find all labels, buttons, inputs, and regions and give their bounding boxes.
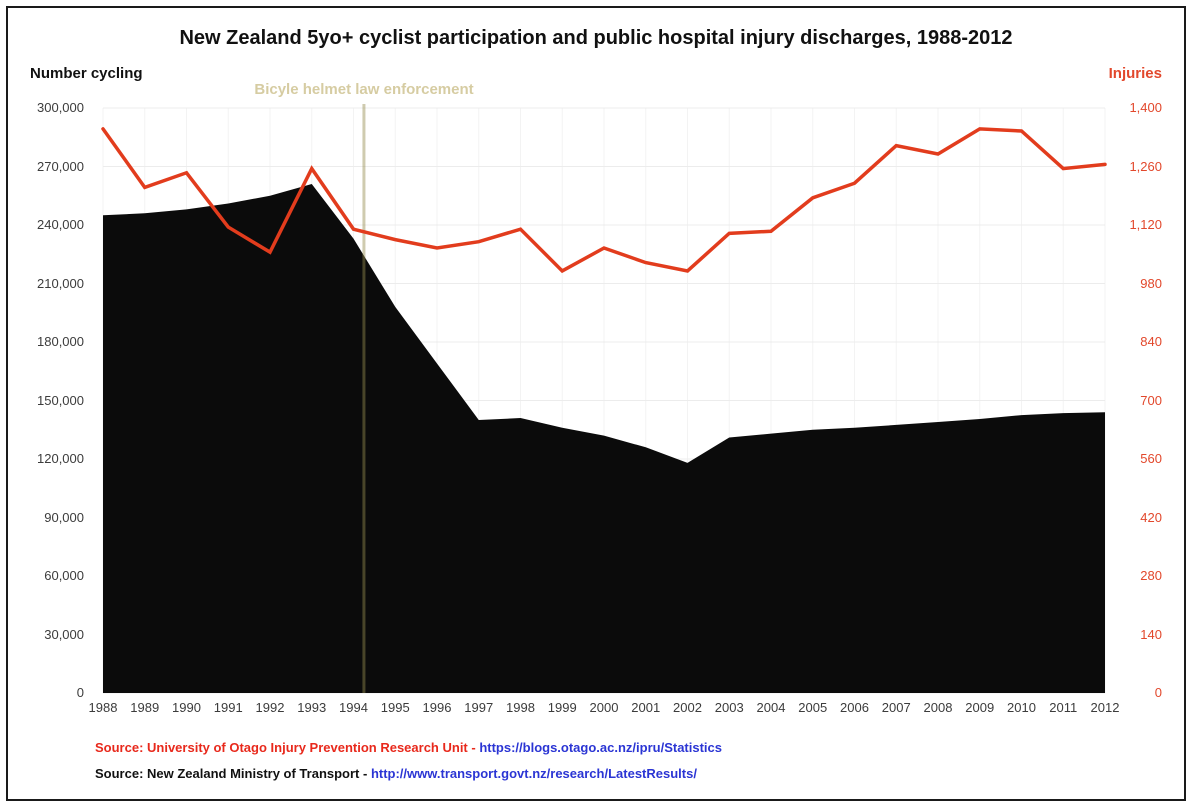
x-tick-label: 2000 [589, 700, 619, 715]
source-otago-link[interactable]: https://blogs.otago.ac.nz/ipru/Statistic… [479, 740, 722, 755]
x-tick-label: 2002 [673, 700, 702, 715]
x-tick-label: 2006 [840, 700, 869, 715]
x-tick-label: 2012 [1090, 700, 1120, 715]
left-tick-label: 30,000 [44, 626, 84, 642]
x-tick-label: 2010 [1007, 700, 1036, 715]
cycling-area-series [103, 184, 1105, 694]
x-tick-label: 1991 [213, 700, 243, 715]
left-tick-label: 90,000 [44, 509, 84, 525]
source-transport-text: Source: New Zealand Ministry of Transpor… [95, 766, 371, 781]
x-tick-label: 2008 [923, 700, 953, 715]
right-tick-label: 560 [1140, 451, 1162, 466]
right-tick-label: 1,120 [1129, 217, 1162, 232]
right-tick-label: 1,260 [1129, 158, 1162, 174]
right-tick-label: 0 [1154, 685, 1162, 700]
right-tick-label: 140 [1140, 626, 1162, 642]
right-axis-label: Injuries [1108, 65, 1162, 82]
right-tick-label: 280 [1140, 568, 1162, 583]
x-tick-label: 1992 [255, 700, 285, 715]
x-tick-label: 2003 [714, 700, 744, 715]
x-tick-label: 1997 [464, 700, 494, 715]
injuries-line-series [101, 127, 1107, 274]
source-otago-text: Source: University of Otago Injury Preve… [95, 740, 480, 755]
x-tick-label: 2009 [965, 700, 995, 715]
x-tick-label: 1995 [380, 700, 410, 715]
source-line-transport: Source: New Zealand Ministry of Transpor… [95, 766, 697, 781]
left-tick-label: 120,000 [37, 451, 84, 466]
right-tick-label: 1,400 [1129, 100, 1162, 115]
x-tick-label: 2004 [756, 700, 786, 715]
x-tick-label: 2011 [1049, 700, 1078, 715]
left-tick-label: 0 [76, 685, 84, 700]
right-tick-label: 420 [1140, 509, 1162, 525]
source-line-otago: Source: University of Otago Injury Preve… [95, 740, 722, 755]
left-tick-label: 210,000 [37, 275, 84, 291]
chart-title: New Zealand 5yo+ cyclist participation a… [179, 27, 1013, 49]
x-tick-label: 2005 [798, 700, 828, 715]
x-tick-label: 1996 [422, 700, 452, 715]
source-transport-link[interactable]: http://www.transport.govt.nz/research/La… [370, 766, 697, 781]
left-tick-label: 270,000 [37, 158, 84, 174]
right-tick-label: 700 [1140, 392, 1162, 408]
left-tick-label: 150,000 [37, 392, 84, 408]
left-tick-label: 180,000 [37, 334, 84, 349]
left-tick-label: 60,000 [44, 568, 84, 583]
x-tick-label: 1998 [506, 700, 535, 715]
left-axis-label: Number cycling [30, 65, 143, 82]
left-tick-label: 240,000 [37, 217, 84, 232]
x-tick-label: 1994 [339, 700, 368, 715]
helmet-law-annotation-label: Bicyle helmet law enforcement [254, 81, 474, 98]
x-tick-label: 2001 [631, 700, 661, 715]
left-tick-label: 300,000 [37, 100, 84, 115]
x-tick-label: 1993 [297, 700, 327, 715]
x-tick-label: 1989 [130, 700, 160, 715]
x-tick-label: 1999 [547, 700, 577, 715]
right-tick-label: 980 [1140, 275, 1162, 291]
right-tick-label: 840 [1140, 334, 1162, 349]
x-tick-label: 2007 [881, 700, 911, 715]
x-tick-label: 1988 [88, 700, 118, 715]
x-tick-label: 1990 [172, 700, 201, 715]
